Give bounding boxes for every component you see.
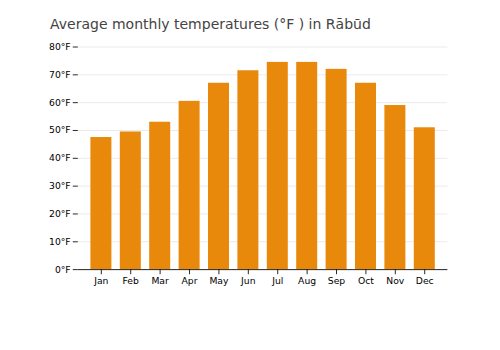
svg-text:40°F: 40°F: [49, 152, 71, 163]
svg-text:80°F: 80°F: [49, 41, 71, 52]
svg-text:Mar: Mar: [151, 275, 169, 286]
svg-text:Dec: Dec: [416, 275, 434, 286]
svg-text:0°F: 0°F: [55, 264, 71, 275]
svg-text:50°F: 50°F: [49, 124, 71, 135]
svg-text:60°F: 60°F: [49, 97, 71, 108]
svg-text:70°F: 70°F: [49, 69, 71, 80]
svg-text:30°F: 30°F: [49, 180, 71, 191]
svg-text:Sep: Sep: [328, 275, 346, 286]
svg-text:Feb: Feb: [123, 275, 139, 286]
svg-text:Apr: Apr: [182, 275, 198, 286]
html-text:Average monthly temperatures (: Average monthly temperatures (°F ) in Rā…: [50, 16, 371, 32]
svg-text:20°F: 20°F: [49, 208, 71, 219]
svg-text:May: May: [209, 275, 229, 286]
svg-text:Nov: Nov: [386, 275, 405, 286]
svg-text:Jun: Jun: [240, 275, 256, 286]
svg-text:Aug: Aug: [298, 275, 316, 286]
svg-text:Jul: Jul: [271, 275, 283, 286]
svg-text:Jan: Jan: [93, 275, 108, 286]
svg-text:Oct: Oct: [358, 275, 374, 286]
svg-text:10°F: 10°F: [49, 236, 71, 247]
